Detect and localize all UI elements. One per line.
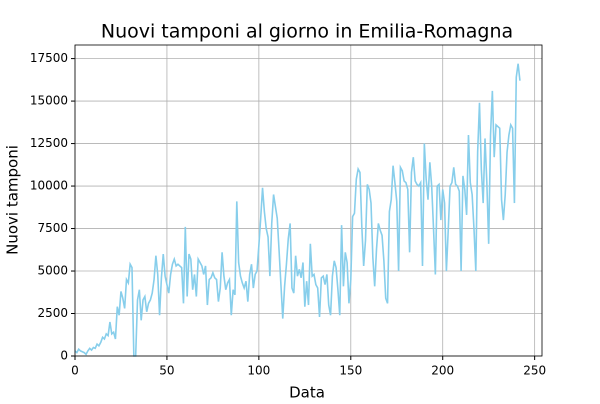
x-tick-label: 200 (431, 364, 454, 378)
y-tick-label: 10000 (30, 179, 68, 193)
x-tick-label: 150 (339, 364, 362, 378)
data-line (74, 63, 521, 357)
y-tick-label: 5000 (37, 264, 68, 278)
x-tick-label: 100 (247, 364, 270, 378)
plot-frame (74, 44, 543, 357)
y-tick-label: 2500 (37, 306, 68, 320)
x-tick-label: 50 (159, 364, 174, 378)
y-tick-label: 7500 (37, 221, 68, 235)
y-tick-label: 15000 (30, 94, 68, 108)
chart-title: Nuovi tamponi al giorno in Emilia-Romagn… (101, 21, 513, 43)
y-axis-label: Nuovi tamponi (4, 145, 22, 255)
x-axis-label: Data (289, 384, 325, 401)
x-tick-label: 250 (523, 364, 546, 378)
x-tick-label: 0 (71, 364, 79, 378)
y-tick-label: 0 (60, 349, 68, 363)
y-tick-label: 12500 (30, 136, 68, 150)
y-tick-label: 17500 (30, 51, 68, 65)
